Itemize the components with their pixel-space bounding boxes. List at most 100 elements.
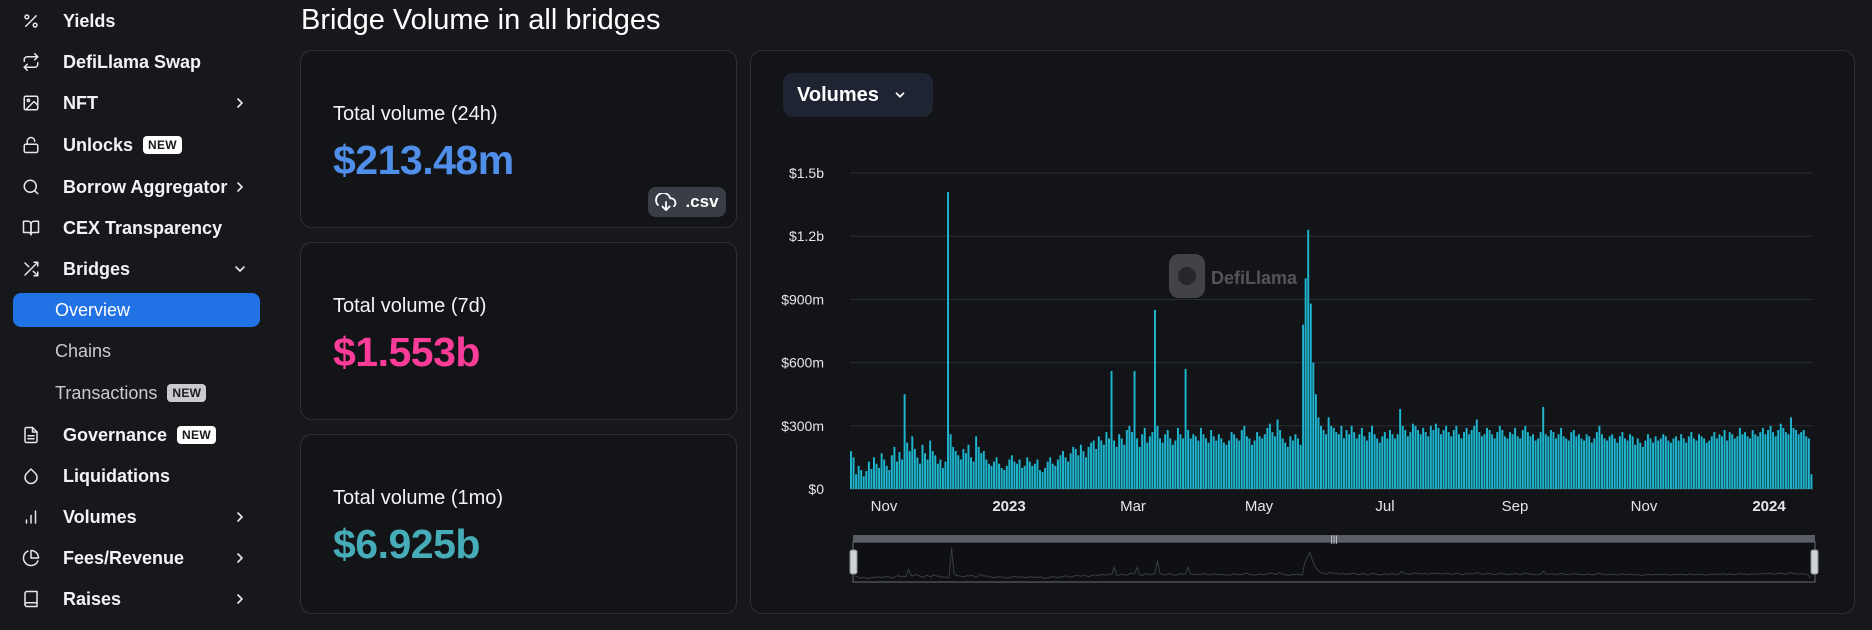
sidebar-item-defillama-swap[interactable]: DefiLlama Swap xyxy=(13,45,260,79)
bar xyxy=(1394,438,1397,489)
sidebar-item-label: Liquidations xyxy=(63,465,170,486)
bar xyxy=(1107,438,1110,489)
chevron-right-icon[interactable] xyxy=(232,591,248,607)
swap-icon xyxy=(21,52,41,72)
bar xyxy=(1417,430,1420,489)
bar xyxy=(1700,436,1703,489)
chevron-down-icon[interactable] xyxy=(232,261,248,277)
bar xyxy=(1664,436,1667,489)
sidebar-item-label: NFT xyxy=(63,92,98,113)
sidebar-item-bridges[interactable]: Bridges xyxy=(13,252,260,286)
bar xyxy=(1299,444,1302,489)
bar xyxy=(1276,419,1279,489)
bar xyxy=(1026,457,1029,489)
sidebar-item-label: Bridges xyxy=(63,258,131,279)
bar xyxy=(1583,440,1586,489)
sidebar-item-raises[interactable]: Raises xyxy=(13,582,260,616)
bar xyxy=(1205,438,1208,489)
sidebar-item-nft[interactable]: NFT xyxy=(13,86,260,120)
bar xyxy=(1000,467,1003,489)
bar xyxy=(883,459,886,489)
sidebar-item-governance[interactable]: Governance NEW xyxy=(13,418,260,452)
bar xyxy=(1672,438,1675,489)
bar xyxy=(1784,432,1787,489)
bar xyxy=(1187,430,1190,489)
bar xyxy=(1148,436,1151,489)
bar xyxy=(1511,434,1514,489)
bar xyxy=(952,446,955,489)
bar xyxy=(1297,438,1299,489)
lock-icon xyxy=(21,135,41,155)
bar xyxy=(1731,434,1734,489)
bar xyxy=(1174,440,1177,489)
sidebar-item-transactions[interactable]: Transactions NEW xyxy=(13,376,260,410)
bar xyxy=(1608,436,1611,489)
bar xyxy=(1542,406,1545,489)
bar xyxy=(1110,371,1113,489)
sidebar-item-yields[interactable]: Yields xyxy=(13,4,260,38)
sidebar-item-borrow-aggregator[interactable]: Borrow Aggregator xyxy=(13,170,260,204)
sidebar-item-label: Fees/Revenue xyxy=(63,547,185,568)
bar xyxy=(888,470,891,489)
bar xyxy=(1105,432,1108,489)
bar xyxy=(1350,425,1353,489)
sidebar-item-overview[interactable]: Overview xyxy=(13,293,260,327)
bar xyxy=(1302,324,1305,489)
volumes-dropdown-label: Volumes xyxy=(797,83,879,106)
bar xyxy=(967,444,970,489)
bar xyxy=(1657,440,1660,489)
stat-value: $1.553b xyxy=(333,329,480,375)
bar xyxy=(977,446,980,489)
bar xyxy=(1031,465,1034,489)
bar xyxy=(1611,434,1614,489)
bar xyxy=(1746,436,1749,489)
zoom-handle-right[interactable] xyxy=(1810,549,1819,575)
bar xyxy=(1240,430,1243,489)
bar xyxy=(1337,434,1340,489)
bar xyxy=(1317,417,1320,489)
bar xyxy=(1263,434,1266,489)
bar xyxy=(1644,440,1647,489)
zoom-handle-left[interactable] xyxy=(849,549,858,575)
sidebar-item-liquidations[interactable]: Liquidations xyxy=(13,459,260,493)
chevron-right-icon[interactable] xyxy=(232,95,248,111)
bar xyxy=(1682,438,1685,489)
bar xyxy=(1404,430,1407,489)
x-tick-label: 2023 xyxy=(992,498,1025,515)
sidebar-item-chains[interactable]: Chains xyxy=(13,334,260,368)
sidebar-item-unlocks[interactable]: Unlocks NEW xyxy=(13,128,260,162)
chevron-right-icon[interactable] xyxy=(232,550,248,566)
bar xyxy=(1133,371,1136,489)
bar xyxy=(1325,434,1328,489)
download-csv-button[interactable]: .csv xyxy=(648,187,726,217)
volumes-dropdown[interactable]: Volumes xyxy=(783,73,933,117)
bar xyxy=(1429,425,1432,489)
chevron-right-icon[interactable] xyxy=(232,509,248,525)
sidebar-item-cex-transparency[interactable]: CEX Transparency xyxy=(13,211,260,245)
bar xyxy=(1483,434,1486,489)
bar xyxy=(1309,303,1312,489)
bar xyxy=(1401,425,1404,489)
bar xyxy=(1764,434,1767,489)
bar xyxy=(895,461,898,489)
bar xyxy=(1667,440,1670,489)
bar xyxy=(995,457,998,489)
bar xyxy=(1575,436,1578,489)
sidebar-item-volumes[interactable]: Volumes xyxy=(13,500,260,534)
bar xyxy=(1606,440,1609,489)
sidebar-item-fees-revenue[interactable]: Fees/Revenue xyxy=(13,541,260,575)
bar xyxy=(1761,427,1764,489)
data-zoom-slider[interactable]: ||| xyxy=(849,534,1819,583)
zoom-bar-track[interactable] xyxy=(853,535,1815,542)
stat-label: Total volume (24h) xyxy=(333,103,498,125)
chevron-right-icon[interactable] xyxy=(232,179,248,195)
zoom-window[interactable] xyxy=(852,541,1816,583)
zoom-grip-icon[interactable]: ||| xyxy=(1330,534,1337,544)
bar xyxy=(972,461,975,489)
bar xyxy=(1741,434,1744,489)
page-title: Bridge Volume in all bridges xyxy=(301,4,661,36)
bar xyxy=(1233,434,1236,489)
stat-value: $6.925b xyxy=(333,521,480,567)
bar xyxy=(860,470,863,489)
bar xyxy=(1054,465,1057,489)
